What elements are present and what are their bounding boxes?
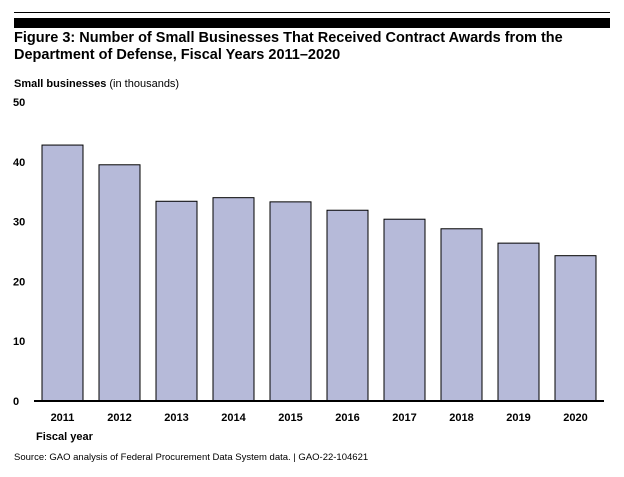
y-axis-title: Small businesses (in thousands) xyxy=(14,78,179,90)
x-tick-label: 2017 xyxy=(392,412,416,424)
x-tick-label: 2020 xyxy=(563,412,587,424)
bar-2018 xyxy=(440,228,483,402)
y-tick-label: 50 xyxy=(13,97,25,109)
y-axis-ticks: 0 10 20 30 40 50 xyxy=(13,97,25,408)
x-axis-title: Fiscal year xyxy=(36,431,93,443)
x-axis-ticks: 2011 2012 2013 2014 2015 2016 2017 2018 2019 2020 xyxy=(51,412,588,424)
y-tick-label: 10 xyxy=(13,336,25,348)
top-thick-rule xyxy=(14,18,610,28)
y-tick-label: 20 xyxy=(13,276,25,288)
x-tick-label: 2016 xyxy=(335,412,359,424)
x-tick-label: 2014 xyxy=(221,412,246,424)
y-tick-label: 40 xyxy=(13,157,25,169)
bars xyxy=(41,144,597,402)
source-note: Source: GAO analysis of Federal Procurem… xyxy=(14,452,369,463)
y-tick-label: 30 xyxy=(13,217,25,229)
y-axis-unit: (in thousands) xyxy=(109,78,180,90)
bar-2016 xyxy=(326,209,369,402)
bar-2020 xyxy=(554,255,597,402)
figure-title-line-1: Figure 3: Number of Small Businesses Tha… xyxy=(14,30,563,46)
x-tick-label: 2011 xyxy=(51,412,75,424)
bar-2017 xyxy=(383,218,426,402)
bar-2014 xyxy=(212,197,255,402)
y-tick-label: 0 xyxy=(13,396,19,408)
bar-2015 xyxy=(269,201,312,402)
figure-title: Figure 3: Number of Small Businesses Tha… xyxy=(14,30,610,64)
top-thin-rule xyxy=(14,12,610,13)
figure-title-line-2: Department of Defense, Fiscal Years 2011… xyxy=(14,47,341,63)
x-tick-label: 2019 xyxy=(506,412,530,424)
y-axis-label: Small businesses xyxy=(14,78,107,90)
x-tick-label: 2012 xyxy=(107,412,131,424)
x-tick-label: 2015 xyxy=(278,412,302,424)
bar-2019 xyxy=(497,242,540,402)
bar-2011 xyxy=(41,144,84,402)
bar-2012 xyxy=(98,164,141,402)
x-tick-label: 2018 xyxy=(449,412,473,424)
bar-2013 xyxy=(155,200,198,402)
x-tick-label: 2013 xyxy=(164,412,188,424)
